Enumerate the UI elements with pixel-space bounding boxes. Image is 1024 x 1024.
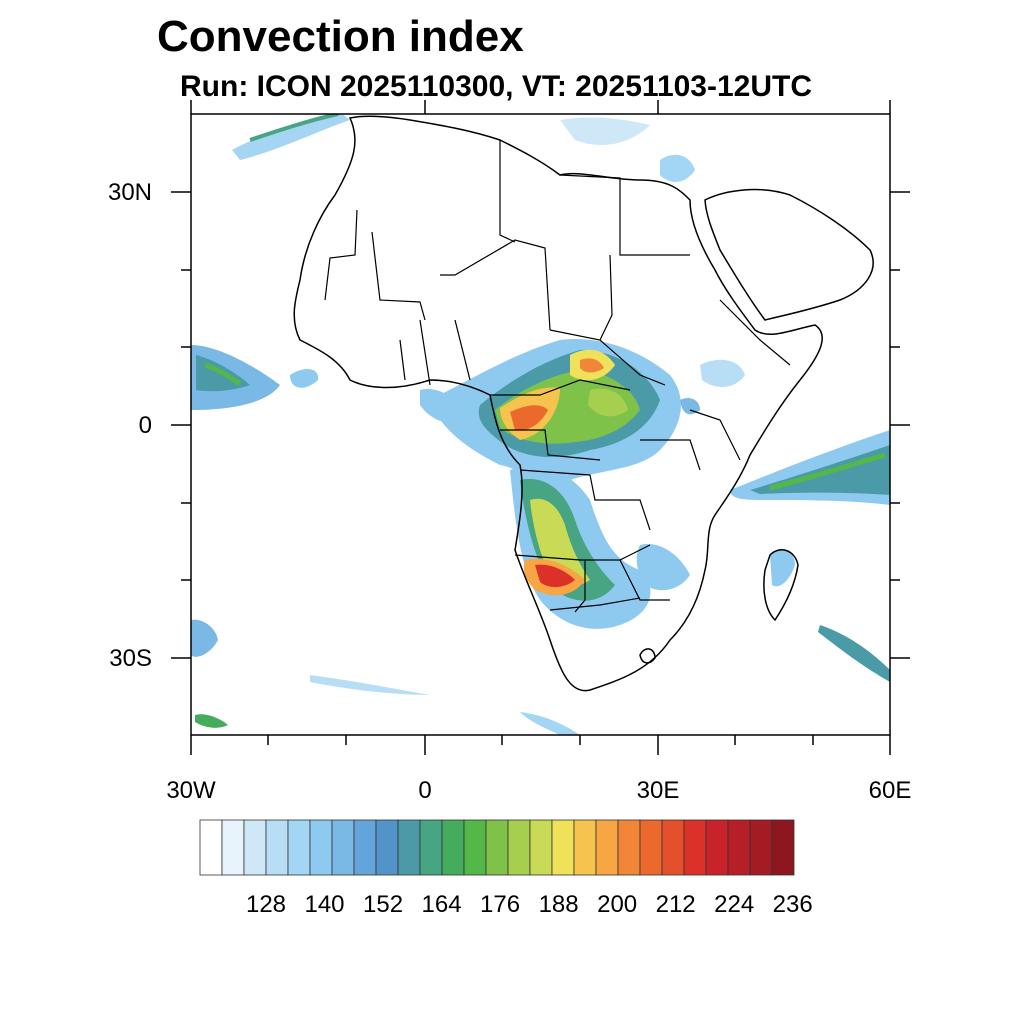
colorbar-box — [287, 819, 311, 876]
colorbar-label: 176 — [480, 891, 520, 918]
colorbar-box — [551, 819, 575, 876]
colorbar-box — [463, 819, 487, 876]
colorbar-box — [771, 819, 795, 876]
colorbar-box — [573, 819, 597, 876]
colorbar-box — [441, 819, 465, 876]
colorbar-label: 236 — [773, 891, 813, 918]
lat-label-0: 0 — [139, 412, 152, 439]
colorbar-box — [507, 819, 531, 876]
colorbar-box — [683, 819, 707, 876]
colorbar-label: 164 — [422, 891, 462, 918]
coastlines — [293, 115, 874, 692]
colorbar-box — [529, 819, 553, 876]
convection-field — [191, 114, 890, 735]
colorbar-box — [419, 819, 443, 876]
map-title: Convection index — [157, 12, 524, 61]
colorbar-box — [375, 819, 399, 876]
colorbar-box — [639, 819, 663, 876]
colorbar-box — [397, 819, 421, 876]
colorbar-label: 212 — [656, 891, 696, 918]
colorbar-box — [727, 819, 751, 876]
colorbar-label: 200 — [597, 891, 637, 918]
colorbar-box — [243, 819, 267, 876]
colorbar-box — [705, 819, 729, 876]
colorbar-box — [221, 819, 245, 876]
colorbar-box — [485, 819, 509, 876]
axis-ticks — [171, 100, 910, 755]
lat-label-30n: 30N — [108, 179, 152, 206]
colorbar-box — [749, 819, 773, 876]
colorbar-box — [617, 819, 641, 876]
colorbar-label: 152 — [363, 891, 403, 918]
colorbar-box — [265, 819, 289, 876]
lon-label-60e: 60E — [869, 777, 912, 804]
colorbar-box — [661, 819, 685, 876]
borders — [324, 140, 791, 613]
colorbar-label: 224 — [714, 891, 754, 918]
colorbar-box — [199, 819, 223, 876]
colorbar-box — [309, 819, 333, 876]
lon-label-30w: 30W — [166, 777, 216, 804]
map-subtitle: Run: ICON 2025110300, VT: 20251103-12UTC — [180, 70, 813, 103]
colorbar: 128 140 152 164 176 188 200 212 224 236 — [199, 819, 813, 918]
lon-label-0: 0 — [418, 777, 431, 804]
colorbar-box — [353, 819, 377, 876]
colorbar-label: 128 — [246, 891, 286, 918]
colorbar-label: 188 — [539, 891, 579, 918]
colorbar-label: 140 — [304, 891, 344, 918]
colorbar-box — [331, 819, 355, 876]
lat-label-30s: 30S — [109, 645, 152, 672]
colorbar-box — [595, 819, 619, 876]
lon-label-30e: 30E — [637, 777, 680, 804]
